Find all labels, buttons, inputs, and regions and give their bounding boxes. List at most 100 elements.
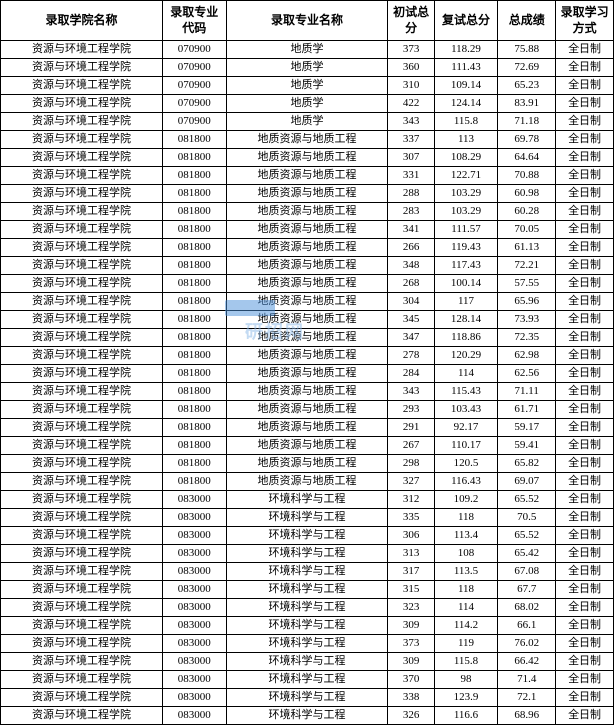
table-header: 录取学院名称 录取专业代码 录取专业名称 初试总分 复试总分 总成绩 录取学习方…	[1, 1, 614, 41]
cell-academy: 资源与环境工程学院	[1, 77, 163, 95]
cell-total: 72.69	[498, 59, 556, 77]
table-row: 资源与环境工程学院083000环境科学与工程312109.265.52全日制	[1, 491, 614, 509]
cell-total: 70.5	[498, 509, 556, 527]
cell-retest: 117.43	[434, 257, 498, 275]
table-row: 资源与环境工程学院083000环境科学与工程33511870.5全日制	[1, 509, 614, 527]
cell-major: 地质学	[226, 77, 388, 95]
cell-academy: 资源与环境工程学院	[1, 203, 163, 221]
cell-first: 343	[388, 383, 434, 401]
cell-academy: 资源与环境工程学院	[1, 563, 163, 581]
cell-academy: 资源与环境工程学院	[1, 527, 163, 545]
cell-mode: 全日制	[556, 545, 614, 563]
col-header-mode: 录取学习方式	[556, 1, 614, 41]
cell-code: 081800	[162, 167, 226, 185]
cell-academy: 资源与环境工程学院	[1, 239, 163, 257]
table-row: 资源与环境工程学院081800地质资源与地质工程348117.4372.21全日…	[1, 257, 614, 275]
cell-code: 081800	[162, 383, 226, 401]
cell-code: 081800	[162, 203, 226, 221]
cell-major: 环境科学与工程	[226, 509, 388, 527]
cell-total: 65.52	[498, 491, 556, 509]
table-row: 资源与环境工程学院081800地质资源与地质工程298120.565.82全日制	[1, 455, 614, 473]
cell-mode: 全日制	[556, 365, 614, 383]
cell-academy: 资源与环境工程学院	[1, 545, 163, 563]
cell-total: 61.13	[498, 239, 556, 257]
table-row: 资源与环境工程学院070900地质学360111.4372.69全日制	[1, 59, 614, 77]
cell-first: 335	[388, 509, 434, 527]
cell-major: 地质资源与地质工程	[226, 221, 388, 239]
cell-retest: 103.43	[434, 401, 498, 419]
table-row: 资源与环境工程学院081800地质资源与地质工程307108.2964.64全日…	[1, 149, 614, 167]
cell-retest: 114.2	[434, 617, 498, 635]
table-row: 资源与环境工程学院083000环境科学与工程37311976.02全日制	[1, 635, 614, 653]
cell-retest: 123.9	[434, 689, 498, 707]
cell-major: 地质资源与地质工程	[226, 257, 388, 275]
cell-first: 278	[388, 347, 434, 365]
cell-major: 地质资源与地质工程	[226, 473, 388, 491]
cell-mode: 全日制	[556, 473, 614, 491]
cell-code: 081800	[162, 293, 226, 311]
cell-total: 57.55	[498, 275, 556, 293]
table-row: 资源与环境工程学院081800地质资源与地质工程268100.1457.55全日…	[1, 275, 614, 293]
cell-major: 地质资源与地质工程	[226, 419, 388, 437]
cell-academy: 资源与环境工程学院	[1, 365, 163, 383]
cell-major: 环境科学与工程	[226, 581, 388, 599]
table-row: 资源与环境工程学院083000环境科学与工程309114.266.1全日制	[1, 617, 614, 635]
table-row: 资源与环境工程学院081800地质资源与地质工程288103.2960.98全日…	[1, 185, 614, 203]
cell-mode: 全日制	[556, 41, 614, 59]
table-row: 资源与环境工程学院070900地质学310109.1465.23全日制	[1, 77, 614, 95]
cell-total: 76.02	[498, 635, 556, 653]
cell-total: 75.88	[498, 41, 556, 59]
cell-major: 地质学	[226, 113, 388, 131]
cell-academy: 资源与环境工程学院	[1, 257, 163, 275]
cell-code: 081800	[162, 131, 226, 149]
cell-major: 地质资源与地质工程	[226, 383, 388, 401]
table-row: 资源与环境工程学院083000环境科学与工程3709871.4全日制	[1, 671, 614, 689]
cell-first: 291	[388, 419, 434, 437]
table-row: 资源与环境工程学院081800地质资源与地质工程283103.2960.28全日…	[1, 203, 614, 221]
cell-first: 267	[388, 437, 434, 455]
cell-retest: 103.29	[434, 203, 498, 221]
cell-academy: 资源与环境工程学院	[1, 59, 163, 77]
cell-academy: 资源与环境工程学院	[1, 707, 163, 725]
cell-first: 315	[388, 581, 434, 599]
cell-code: 081800	[162, 365, 226, 383]
cell-academy: 资源与环境工程学院	[1, 149, 163, 167]
table-row: 资源与环境工程学院083000环境科学与工程317113.567.08全日制	[1, 563, 614, 581]
col-header-major: 录取专业名称	[226, 1, 388, 41]
cell-retest: 115.43	[434, 383, 498, 401]
table-row: 资源与环境工程学院081800地质资源与地质工程293103.4361.71全日…	[1, 401, 614, 419]
col-header-total: 总成绩	[498, 1, 556, 41]
cell-retest: 122.71	[434, 167, 498, 185]
cell-code: 070900	[162, 59, 226, 77]
cell-retest: 109.2	[434, 491, 498, 509]
cell-code: 070900	[162, 113, 226, 131]
cell-mode: 全日制	[556, 455, 614, 473]
cell-mode: 全日制	[556, 617, 614, 635]
cell-mode: 全日制	[556, 581, 614, 599]
cell-code: 083000	[162, 617, 226, 635]
cell-retest: 128.14	[434, 311, 498, 329]
cell-retest: 114	[434, 599, 498, 617]
cell-code: 083000	[162, 671, 226, 689]
cell-retest: 120.5	[434, 455, 498, 473]
cell-first: 268	[388, 275, 434, 293]
cell-total: 71.18	[498, 113, 556, 131]
cell-code: 081800	[162, 239, 226, 257]
cell-mode: 全日制	[556, 491, 614, 509]
cell-academy: 资源与环境工程学院	[1, 455, 163, 473]
cell-mode: 全日制	[556, 239, 614, 257]
cell-mode: 全日制	[556, 203, 614, 221]
cell-first: 307	[388, 149, 434, 167]
cell-retest: 118.29	[434, 41, 498, 59]
cell-first: 373	[388, 41, 434, 59]
col-header-first: 初试总分	[388, 1, 434, 41]
cell-academy: 资源与环境工程学院	[1, 131, 163, 149]
cell-major: 地质资源与地质工程	[226, 329, 388, 347]
cell-code: 083000	[162, 509, 226, 527]
cell-mode: 全日制	[556, 311, 614, 329]
cell-major: 环境科学与工程	[226, 617, 388, 635]
cell-total: 65.23	[498, 77, 556, 95]
cell-first: 341	[388, 221, 434, 239]
cell-code: 081800	[162, 221, 226, 239]
cell-total: 59.41	[498, 437, 556, 455]
